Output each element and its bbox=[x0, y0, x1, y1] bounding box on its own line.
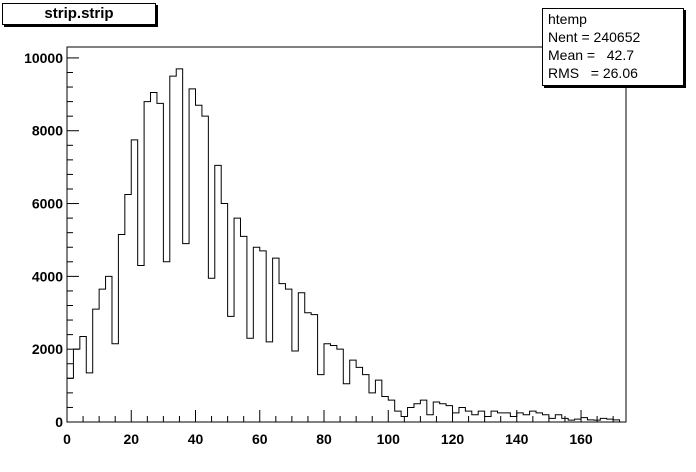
x-tick-label: 140 bbox=[505, 431, 529, 447]
x-tick-label: 120 bbox=[441, 431, 465, 447]
histogram-outline bbox=[66, 68, 626, 423]
stats-rms-label: RMS bbox=[548, 65, 580, 81]
x-tick-label: 0 bbox=[63, 431, 71, 447]
stats-rms: RMS = 26.06 bbox=[548, 65, 638, 81]
y-axis: 0 2000 4000 6000 8000 10000 bbox=[24, 50, 79, 430]
histogram-title: strip.strip bbox=[2, 3, 156, 25]
y-tick-label: 4000 bbox=[32, 268, 63, 284]
stats-mean-label: Mean bbox=[548, 47, 584, 63]
stats-nent: Nent = 240652 bbox=[548, 29, 641, 45]
y-tick-label: 6000 bbox=[32, 196, 63, 212]
x-tick-label: 160 bbox=[569, 431, 593, 447]
x-axis: 0 20 40 60 80 100 120 140 160 bbox=[63, 410, 614, 447]
x-tick-label: 100 bbox=[377, 431, 401, 447]
y-tick-label: 0 bbox=[55, 414, 63, 430]
x-tick-label: 20 bbox=[123, 431, 139, 447]
plot-frame bbox=[66, 46, 627, 423]
x-tick-label: 80 bbox=[316, 431, 332, 447]
y-tick-label: 8000 bbox=[32, 123, 63, 139]
stats-nent-value: 240652 bbox=[593, 29, 641, 45]
x-tick-label: 60 bbox=[252, 431, 268, 447]
y-tick-label: 10000 bbox=[24, 50, 63, 66]
stats-mean-value: 42.7 bbox=[606, 47, 635, 63]
stats-mean: Mean = 42.7 bbox=[548, 47, 635, 63]
y-tick-label: 2000 bbox=[32, 341, 63, 357]
stats-rms-value: 26.06 bbox=[602, 65, 638, 81]
x-tick-label: 40 bbox=[188, 431, 204, 447]
stats-name: htemp bbox=[548, 11, 587, 27]
stats-nent-label: Nent bbox=[548, 29, 578, 45]
stats-box: htemp Nent = 240652 Mean = 42.7 RMS = 26… bbox=[542, 8, 684, 86]
